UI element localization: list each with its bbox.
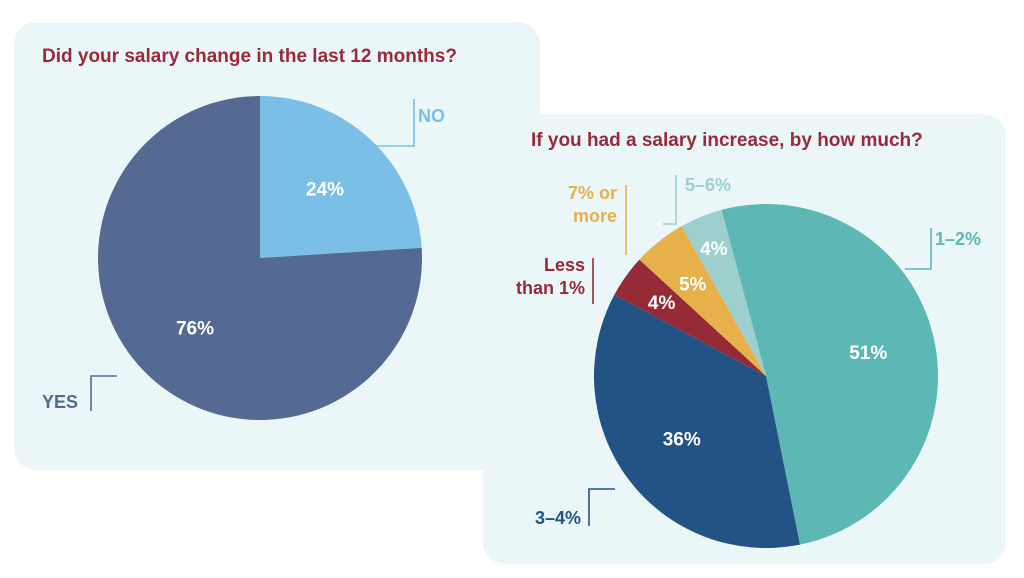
category-label-yes: YES — [42, 375, 117, 412]
salary-change-pie-chart: 24% NO 76% YES — [42, 96, 445, 420]
slice-value-label: 76% — [176, 318, 214, 339]
category-label-text: Less — [544, 255, 585, 275]
category-label-text: 7% or — [568, 183, 617, 203]
pie-slice-1-2pct — [721, 204, 938, 545]
salary-increase-card: If you had a salary increase, by how muc… — [483, 114, 1006, 564]
chart-title: If you had a salary increase, by how muc… — [531, 130, 923, 151]
category-label-text: 1–2% — [935, 229, 981, 249]
pie-slice-7pct-or-more — [639, 226, 766, 376]
category-label-text: NO — [418, 106, 445, 126]
slice-value-label: 4% — [648, 293, 676, 314]
slice-value-label: 4% — [700, 239, 728, 260]
slice-value-label: 24% — [306, 180, 344, 201]
label-bracket — [367, 99, 415, 147]
label-bracket — [90, 375, 117, 411]
pie-slice-5-6pct — [681, 209, 766, 376]
label-bracket — [663, 175, 677, 225]
category-label-5-6pct: 5–6% — [663, 175, 731, 225]
label-bracket — [905, 228, 932, 270]
category-label-7pct-or-more: 7% or more — [568, 183, 627, 255]
chart-title: Did your salary change in the last 12 mo… — [42, 46, 457, 67]
slice-value-label: 36% — [663, 430, 701, 451]
category-label-no: NO — [367, 99, 445, 147]
pie-slice-3-4pct — [594, 294, 800, 548]
salary-change-card: Did your salary change in the last 12 mo… — [14, 22, 540, 470]
slice-value-label: 51% — [849, 343, 887, 364]
category-label-text: more — [573, 206, 617, 226]
pie-slice-no — [260, 96, 422, 258]
slice-value-label: 5% — [679, 275, 707, 296]
category-label-3-4pct: 3–4% — [535, 488, 615, 528]
category-label-1-2pct: 1–2% — [905, 228, 981, 270]
pie-slice-less-than-1pct — [614, 259, 766, 376]
category-label-text: YES — [42, 392, 78, 412]
category-label-text: 5–6% — [685, 175, 731, 195]
salary-increase-pie-chart: 51% 1–2% 36% 3–4% 4% Less than 1% 5% 7% or more 4%… — [516, 175, 981, 548]
label-bracket — [588, 488, 615, 526]
category-label-less-than-1pct: Less than 1% — [516, 255, 594, 304]
category-label-text: 3–4% — [535, 508, 581, 528]
category-label-text: than 1% — [516, 278, 585, 298]
pie-slice-yes — [97, 96, 422, 420]
